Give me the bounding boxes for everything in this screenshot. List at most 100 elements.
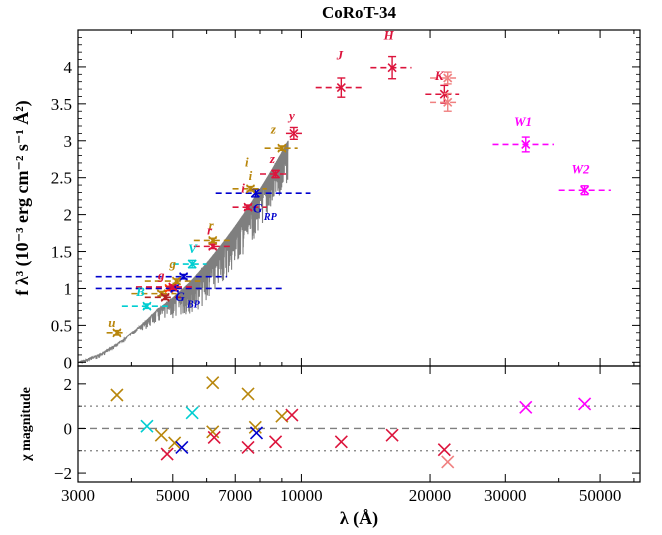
point-marker (443, 97, 453, 107)
photometry-point (492, 136, 554, 153)
y-tick-label: 3.5 (51, 95, 72, 114)
bottom-panel (78, 376, 640, 469)
photometry-point (285, 126, 304, 140)
point-marker (142, 301, 152, 311)
residual-marker (110, 388, 124, 402)
photometry-point (430, 92, 460, 112)
band-label: r (209, 217, 215, 232)
point-marker (271, 169, 281, 179)
residual-marker (168, 436, 182, 450)
residual-point (206, 376, 220, 390)
y-tick-label: 2 (64, 206, 73, 225)
band-label: i (241, 180, 245, 195)
point-marker (168, 282, 178, 292)
residual-point (175, 440, 189, 454)
residual-point (207, 430, 221, 444)
band-label: y (287, 108, 295, 123)
band-label: W2 (571, 161, 590, 176)
x-axis-label: λ (Å) (340, 508, 378, 529)
bottom-panel-frame (77, 365, 641, 483)
photometry-point (264, 143, 298, 153)
photometry-point (144, 276, 201, 286)
residual-point (578, 397, 592, 411)
photometry-point (95, 272, 228, 282)
y-tick-label: −2 (54, 464, 72, 483)
residual-marker (437, 443, 451, 457)
point-marker (112, 328, 122, 338)
band-label: G (175, 289, 185, 304)
residual-point (154, 428, 168, 442)
point-marker (277, 143, 287, 153)
residual-marker (154, 428, 168, 442)
residual-marker (334, 435, 348, 449)
residual-marker (385, 428, 399, 442)
x-tick-label: 7000 (218, 486, 252, 505)
photometry-point (121, 301, 170, 311)
point-marker (171, 276, 182, 286)
x-tick-label: 3000 (61, 486, 95, 505)
residual-point (285, 408, 299, 422)
point-marker (387, 63, 397, 73)
band-label: z (269, 151, 276, 166)
y-tick-label: 1 (64, 279, 73, 298)
x-tick-label: 30000 (484, 486, 527, 505)
point-marker (160, 292, 170, 302)
band-label: H (383, 28, 395, 43)
residual-point (160, 447, 174, 461)
residual-point (168, 436, 182, 450)
residual-marker (185, 406, 199, 420)
point-marker (179, 272, 189, 282)
y-tick-label: 4 (64, 58, 73, 77)
y-tick-label: 2 (64, 375, 73, 394)
residual-marker (207, 430, 221, 444)
residual-marker (578, 397, 592, 411)
chart-title: CoRoT-34 (322, 3, 396, 22)
residual-point (110, 388, 124, 402)
residual-point (437, 443, 451, 457)
x-tick-label: 50000 (579, 486, 622, 505)
band-label-g-bp-sub: BP (186, 300, 201, 311)
model-sed-line (78, 140, 289, 365)
band-label: r (207, 223, 213, 238)
photometry-point (425, 84, 460, 104)
band-label: z (270, 121, 277, 136)
band-label-g-rp: RP (263, 212, 278, 223)
y-axis-label-top: f λ³ (10⁻³ erg cm⁻² s⁻¹ Å²) (12, 100, 33, 295)
residual-marker (206, 376, 220, 390)
y-axis-label-bottom: χ magnitude (19, 387, 34, 462)
residual-marker (140, 419, 154, 433)
point-marker (443, 73, 453, 83)
x-tick-label: 5000 (156, 486, 190, 505)
band-label: G (253, 200, 263, 215)
y-tick-label: 0 (64, 419, 73, 438)
x-tick-label: 20000 (409, 486, 452, 505)
point-marker (439, 89, 449, 99)
y-tick-label: 2.5 (51, 169, 72, 188)
y-tick-label: 1.5 (51, 243, 72, 262)
residual-marker (241, 387, 255, 401)
band-label: g (157, 268, 165, 283)
residual-point (385, 428, 399, 442)
residual-point (334, 435, 348, 449)
band-label: J (336, 48, 344, 63)
residual-marker (160, 447, 174, 461)
band-label: i (249, 168, 253, 183)
point-marker (250, 188, 260, 198)
residual-marker (175, 440, 189, 454)
residual-marker (206, 425, 220, 439)
residual-point (241, 387, 255, 401)
residual-point (269, 435, 283, 449)
photometry-point (558, 185, 611, 196)
residual-point (248, 420, 262, 434)
y-tick-label: 3 (64, 132, 73, 151)
residual-point (185, 406, 199, 420)
band-label: V (188, 241, 198, 256)
residual-marker (285, 408, 299, 422)
photometry-point (106, 328, 127, 338)
residual-marker (241, 440, 255, 454)
point-marker (243, 202, 253, 212)
residual-marker (269, 435, 283, 449)
photometry-point (260, 169, 290, 179)
photometry-point (430, 71, 460, 85)
